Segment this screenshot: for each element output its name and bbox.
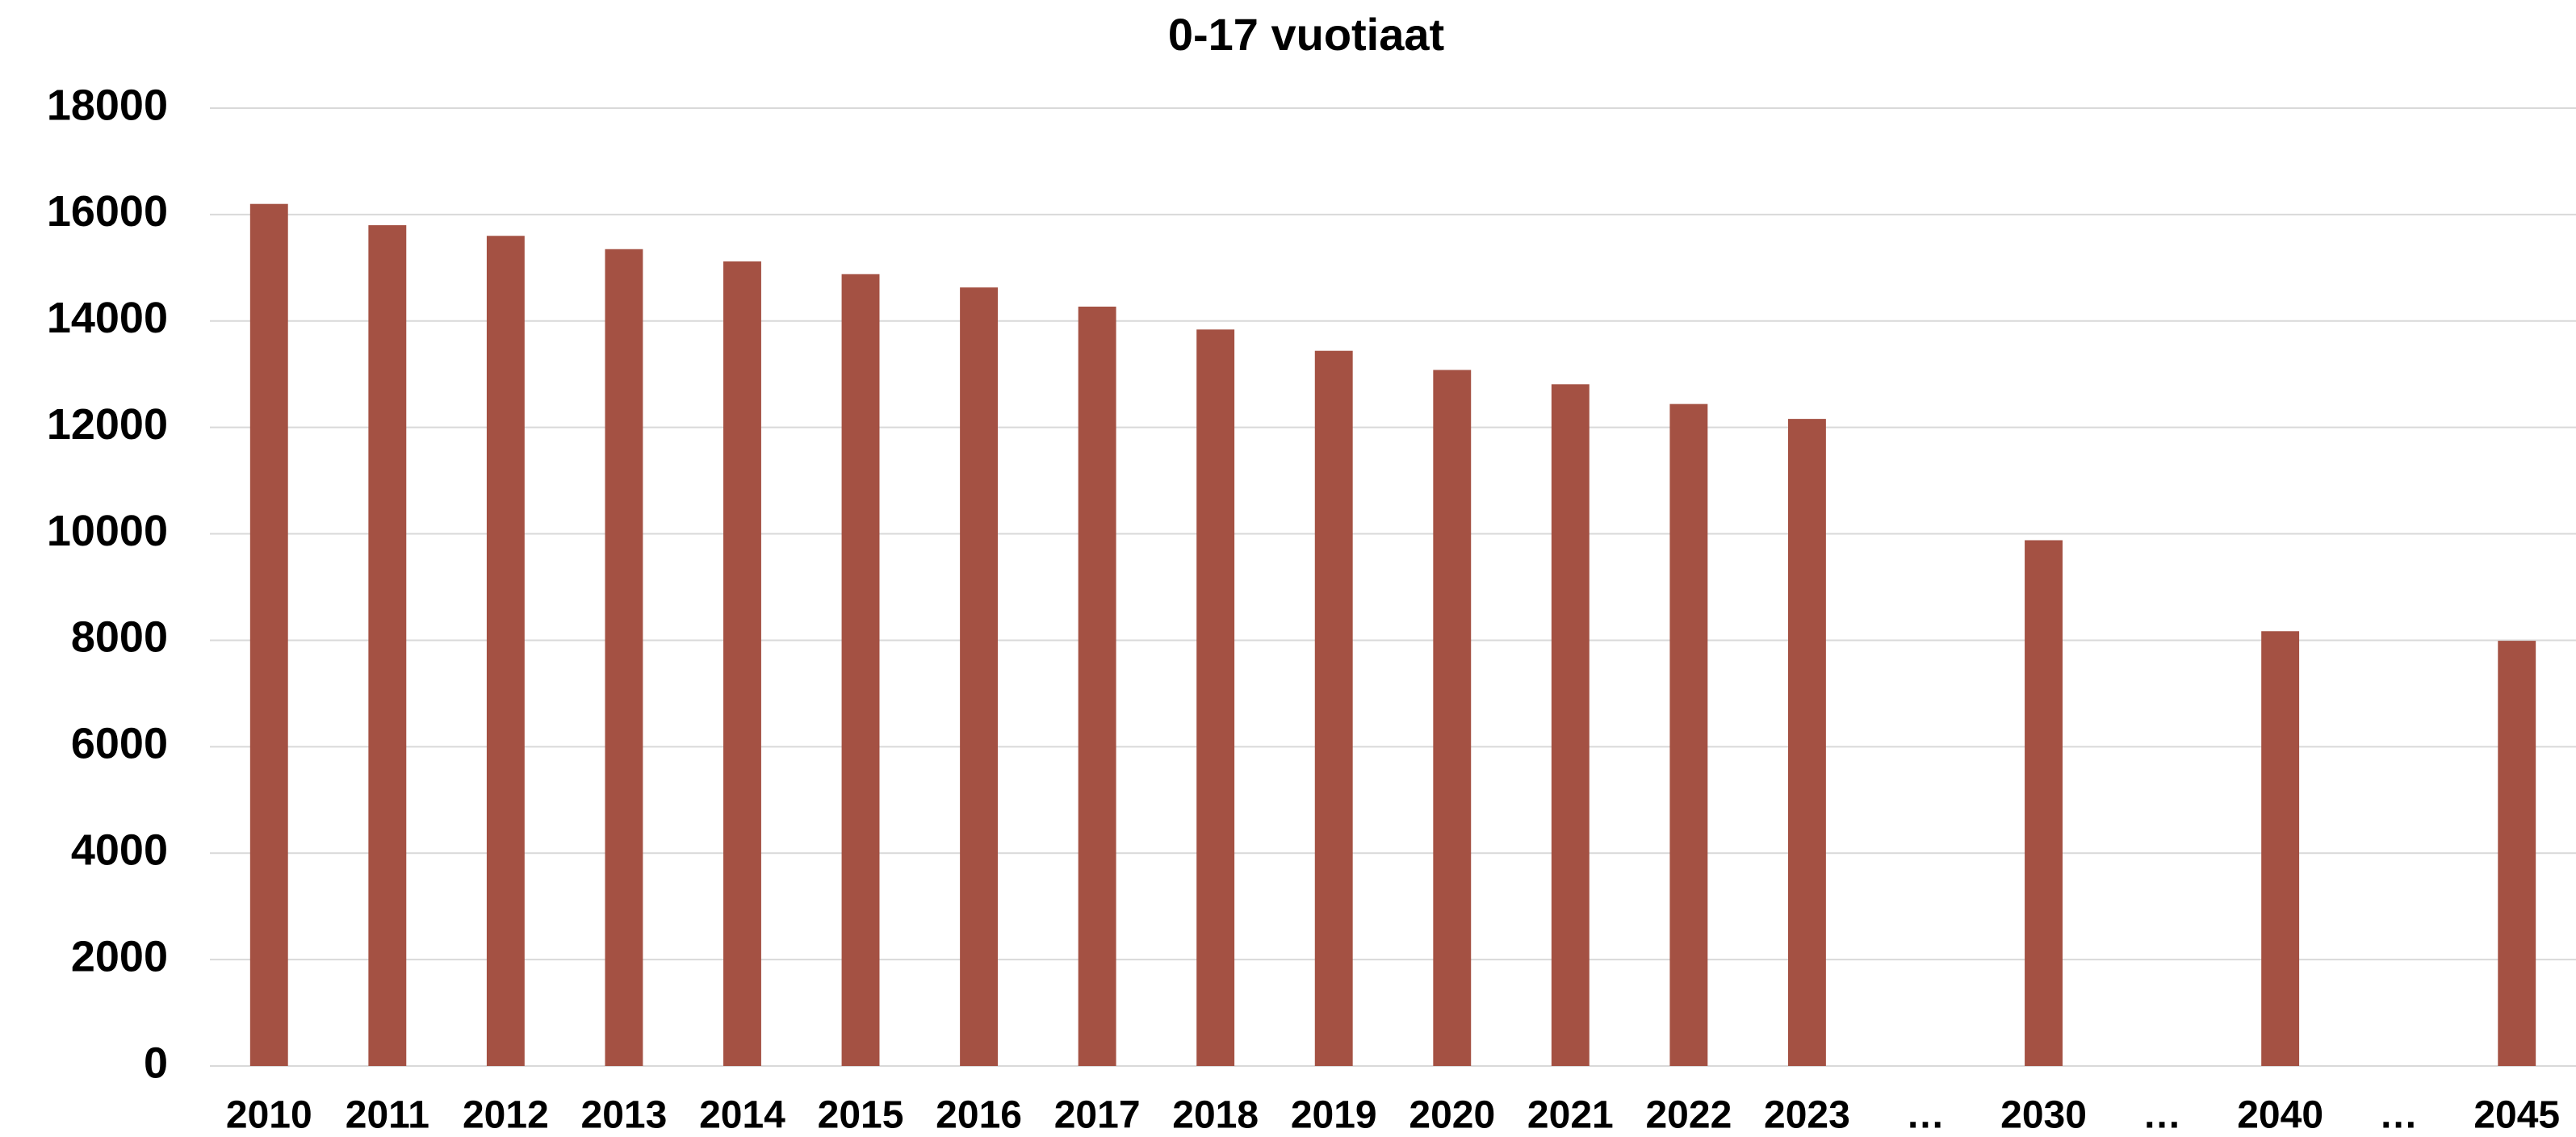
x-tick-label: 2018	[1172, 1094, 1259, 1137]
y-tick-label: 12000	[47, 400, 168, 449]
x-tick-label: 2020	[1409, 1094, 1495, 1137]
bar	[1196, 329, 1235, 1067]
bar	[1669, 403, 1708, 1066]
x-tick-label: 2011	[346, 1094, 429, 1137]
y-tick-label: 8000	[71, 613, 168, 662]
bar	[368, 225, 407, 1067]
x-tick-label: …	[2142, 1094, 2181, 1137]
bar	[1787, 419, 1826, 1066]
bar	[1551, 384, 1590, 1066]
y-tick-label: 18000	[47, 81, 168, 129]
x-tick-label: 2045	[2473, 1094, 2560, 1137]
x-tick-label: 2019	[1291, 1094, 1377, 1137]
x-tick-label: 2040	[2237, 1094, 2323, 1137]
bar	[2261, 631, 2300, 1066]
y-tick-label: 4000	[71, 826, 168, 874]
x-tick-label: 2023	[1764, 1094, 1850, 1137]
bar	[486, 236, 525, 1067]
y-tick-label: 16000	[47, 187, 168, 236]
x-tick-label: 2017	[1054, 1094, 1141, 1137]
y-tick-label: 10000	[47, 507, 168, 555]
bar	[1078, 306, 1116, 1066]
x-tick-label: 2021	[1527, 1094, 1614, 1137]
x-tick-label: 2014	[699, 1094, 785, 1137]
bar	[1314, 350, 1353, 1066]
y-tick-label: 6000	[71, 720, 168, 768]
chart-title: 0-17 vuotiaat	[1168, 9, 1444, 60]
y-tick-label: 2000	[71, 932, 168, 980]
x-tick-label: 2022	[1645, 1094, 1732, 1137]
x-tick-label: 2030	[2000, 1094, 2087, 1137]
bar	[249, 203, 288, 1067]
x-tick-label: 2015	[818, 1094, 904, 1137]
bar	[2025, 540, 2063, 1066]
x-tick-label: …	[1906, 1094, 1945, 1137]
x-tick-label: 2016	[936, 1094, 1022, 1137]
bar	[2498, 641, 2536, 1066]
y-tick-label: 14000	[47, 294, 168, 342]
x-tick-label: 2013	[581, 1094, 668, 1137]
x-tick-label: 2010	[226, 1094, 312, 1137]
y-tick-label: 0	[144, 1039, 168, 1087]
bar	[1433, 370, 1472, 1066]
bar	[960, 287, 999, 1066]
bar	[723, 261, 761, 1066]
x-tick-label: 2012	[463, 1094, 549, 1137]
bar	[841, 274, 880, 1066]
x-tick-label: …	[2379, 1094, 2418, 1137]
bar	[605, 249, 643, 1066]
